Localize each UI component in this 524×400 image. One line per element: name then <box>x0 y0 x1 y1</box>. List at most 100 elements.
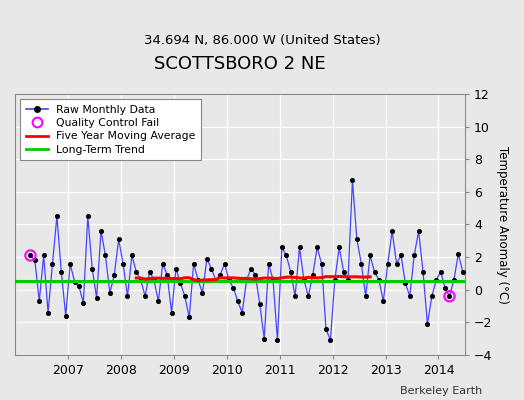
Point <box>450 277 458 283</box>
Point <box>392 260 401 267</box>
Point <box>48 260 57 267</box>
Point <box>163 272 171 278</box>
Point <box>370 268 379 275</box>
Point <box>61 313 70 319</box>
Point <box>194 277 202 283</box>
Text: Berkeley Earth: Berkeley Earth <box>400 386 482 396</box>
Point <box>362 293 370 300</box>
Point <box>75 283 83 290</box>
Point <box>251 272 259 278</box>
Point <box>300 277 308 283</box>
Point <box>256 301 264 308</box>
Point <box>445 293 454 300</box>
Point <box>414 228 423 234</box>
Point <box>322 326 330 332</box>
Point <box>128 252 136 259</box>
Point <box>220 260 228 267</box>
Point <box>198 290 206 296</box>
Point <box>379 298 388 304</box>
Point <box>397 252 405 259</box>
Point <box>185 314 193 321</box>
Point <box>313 244 321 250</box>
Point <box>176 280 184 286</box>
Point <box>238 309 246 316</box>
Point <box>423 321 432 327</box>
Point <box>269 277 277 283</box>
Point <box>225 277 233 283</box>
Point <box>132 268 140 275</box>
Point <box>353 236 361 242</box>
Point <box>234 298 242 304</box>
Y-axis label: Temperature Anomaly (°C): Temperature Anomaly (°C) <box>496 146 509 304</box>
Point <box>419 268 427 275</box>
Point <box>278 244 286 250</box>
Point <box>331 277 339 283</box>
Point <box>97 228 105 234</box>
Point <box>432 277 441 283</box>
Point <box>79 300 88 306</box>
Point <box>212 277 220 283</box>
Point <box>190 260 198 267</box>
Point <box>137 277 145 283</box>
Point <box>384 260 392 267</box>
Point <box>154 298 162 304</box>
Text: 34.694 N, 86.000 W (United States): 34.694 N, 86.000 W (United States) <box>144 34 380 47</box>
Point <box>150 277 158 283</box>
Point <box>101 252 110 259</box>
Point <box>304 293 312 300</box>
Point <box>207 265 215 272</box>
Title: SCOTTSBORO 2 NE: SCOTTSBORO 2 NE <box>154 55 326 73</box>
Point <box>106 290 114 296</box>
Point <box>357 260 365 267</box>
Point <box>247 265 255 272</box>
Point <box>26 252 35 259</box>
Point <box>229 285 237 291</box>
Point <box>26 252 35 259</box>
Point <box>375 277 383 283</box>
Point <box>335 244 343 250</box>
Point <box>282 252 290 259</box>
Point <box>287 268 295 275</box>
Point <box>88 265 96 272</box>
Point <box>401 280 410 286</box>
Point <box>366 252 374 259</box>
Point <box>458 268 467 275</box>
Point <box>326 337 335 344</box>
Point <box>44 309 52 316</box>
Point <box>66 260 74 267</box>
Point <box>123 293 132 300</box>
Point <box>114 236 123 242</box>
Point <box>39 252 48 259</box>
Point <box>53 213 61 220</box>
Point <box>172 265 180 272</box>
Point <box>260 336 268 342</box>
Point <box>141 293 149 300</box>
Point <box>243 277 251 283</box>
Point <box>159 260 167 267</box>
Point <box>441 285 449 291</box>
Point <box>216 272 224 278</box>
Point <box>35 298 43 304</box>
Point <box>410 252 418 259</box>
Point <box>406 293 414 300</box>
Point <box>265 260 273 267</box>
Point <box>84 213 92 220</box>
Point <box>274 337 282 344</box>
Point <box>428 293 436 300</box>
Point <box>203 256 211 262</box>
Point <box>181 293 189 300</box>
Point <box>57 268 66 275</box>
Point <box>296 244 304 250</box>
Point <box>318 260 326 267</box>
Point <box>110 272 118 278</box>
Point <box>348 177 357 184</box>
Point <box>344 277 352 283</box>
Point <box>31 257 39 264</box>
Point <box>445 293 454 300</box>
Point <box>340 268 348 275</box>
Point <box>291 293 299 300</box>
Point <box>145 268 154 275</box>
Point <box>119 260 127 267</box>
Legend: Raw Monthly Data, Quality Control Fail, Five Year Moving Average, Long-Term Tren: Raw Monthly Data, Quality Control Fail, … <box>20 100 201 160</box>
Point <box>436 268 445 275</box>
